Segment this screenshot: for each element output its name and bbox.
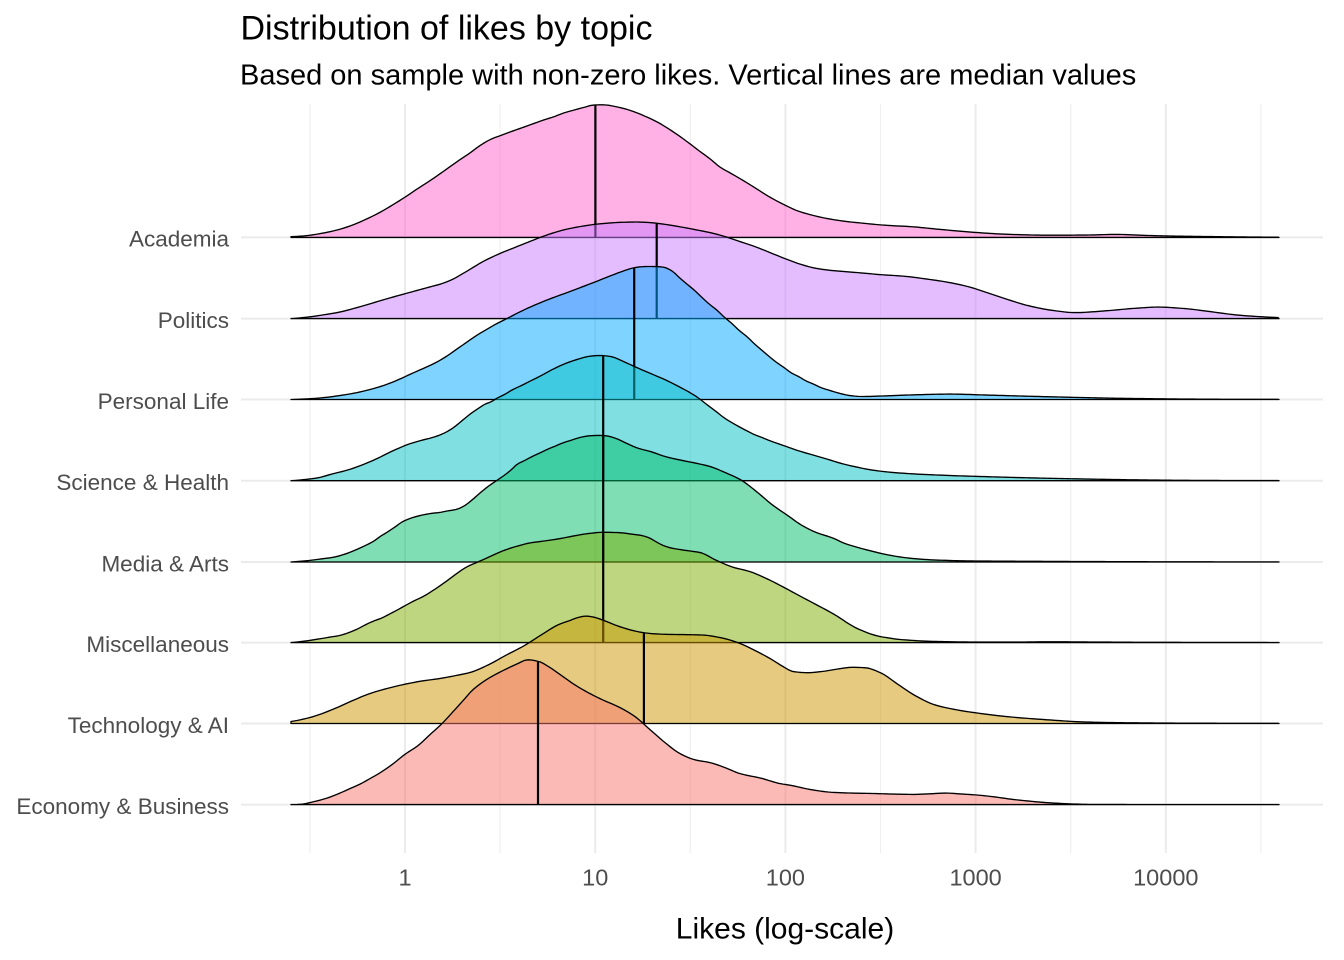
svg-text:Distribution of likes by topic: Distribution of likes by topic [241,10,653,48]
svg-text:Economy & Business: Economy & Business [16,794,229,819]
svg-text:10000: 10000 [1133,865,1198,891]
svg-text:Academia: Academia [129,227,230,252]
svg-text:Technology & AI: Technology & AI [68,713,229,738]
svg-text:Politics: Politics [158,308,229,333]
svg-text:10: 10 [582,865,608,891]
svg-text:Based on sample with non-zero: Based on sample with non-zero likes. Ver… [240,59,1136,91]
svg-text:1000: 1000 [949,865,1001,891]
svg-text:100: 100 [766,865,805,891]
svg-text:Personal Life: Personal Life [98,389,229,414]
svg-text:Likes (log-scale): Likes (log-scale) [676,913,894,946]
svg-text:Media & Arts: Media & Arts [101,551,229,576]
svg-text:Science & Health: Science & Health [56,470,229,495]
svg-text:Miscellaneous: Miscellaneous [86,632,229,657]
svg-text:1: 1 [398,865,411,891]
